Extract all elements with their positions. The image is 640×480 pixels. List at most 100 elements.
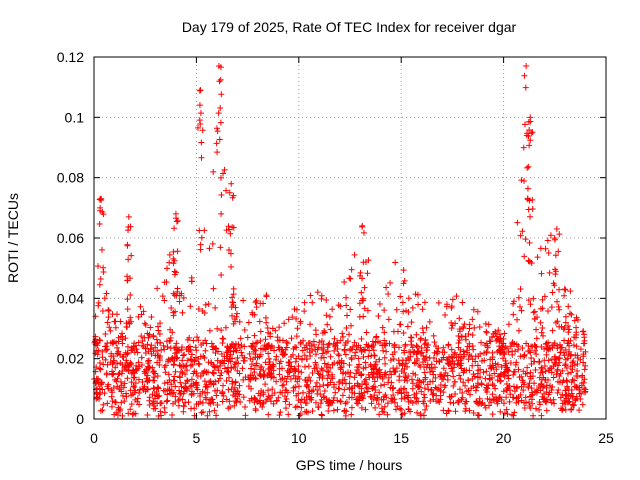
data-point <box>193 347 200 354</box>
data-point <box>331 360 338 367</box>
data-point <box>558 405 565 412</box>
data-point <box>401 377 408 384</box>
data-point <box>497 335 504 342</box>
data-point <box>100 361 107 368</box>
data-point <box>460 379 467 386</box>
data-point <box>448 303 455 310</box>
data-point <box>325 400 332 407</box>
data-point <box>381 354 388 361</box>
data-point <box>361 389 368 396</box>
data-point <box>536 401 543 408</box>
data-point <box>169 412 176 419</box>
data-point <box>472 387 479 394</box>
data-point <box>242 374 249 381</box>
data-point <box>172 269 179 276</box>
data-point <box>229 312 236 319</box>
data-point <box>486 402 493 409</box>
data-point <box>396 360 403 367</box>
data-point <box>226 189 233 196</box>
data-point <box>217 244 224 251</box>
data-point <box>520 144 527 151</box>
data-point <box>172 210 179 217</box>
data-point <box>391 342 398 349</box>
data-point <box>379 324 386 331</box>
data-point <box>298 396 305 403</box>
data-point <box>276 412 283 419</box>
data-point <box>392 259 399 266</box>
data-point <box>447 399 454 406</box>
data-point <box>98 246 105 253</box>
data-point <box>516 303 523 310</box>
data-point <box>252 405 259 412</box>
data-point <box>521 405 528 412</box>
data-point <box>219 398 226 405</box>
data-point <box>124 273 131 280</box>
data-point <box>437 396 444 403</box>
data-point <box>120 354 127 361</box>
data-point <box>426 354 433 361</box>
data-point <box>515 294 522 301</box>
data-point <box>359 295 366 302</box>
data-point <box>95 380 102 387</box>
data-point <box>100 268 107 275</box>
data-point <box>329 306 336 313</box>
data-point <box>539 296 546 303</box>
data-point <box>483 348 490 355</box>
data-point <box>95 299 102 306</box>
data-point <box>128 252 135 259</box>
data-point <box>545 249 552 256</box>
data-point <box>221 166 228 173</box>
data-point <box>524 364 531 371</box>
data-point <box>422 406 429 413</box>
data-point <box>385 316 392 323</box>
data-point <box>367 393 374 400</box>
data-point <box>528 130 535 137</box>
data-point <box>387 357 394 364</box>
data-point <box>232 364 239 371</box>
data-point <box>429 391 436 398</box>
data-point <box>259 400 266 407</box>
data-point <box>215 110 222 117</box>
data-point <box>164 344 171 351</box>
data-point <box>561 397 568 404</box>
data-point <box>296 383 303 390</box>
data-point <box>514 316 521 323</box>
data-point <box>128 347 135 354</box>
data-point <box>526 197 533 204</box>
data-point <box>134 349 141 356</box>
data-point <box>257 363 264 370</box>
data-point <box>544 345 551 352</box>
data-point <box>378 396 385 403</box>
data-point <box>498 370 505 377</box>
data-point <box>548 304 555 311</box>
data-point <box>277 409 284 416</box>
data-point <box>269 386 276 393</box>
data-point <box>201 354 208 361</box>
data-point <box>314 390 321 397</box>
data-point <box>256 318 263 325</box>
data-point <box>169 356 176 363</box>
data-point <box>581 385 588 392</box>
data-point <box>357 372 364 379</box>
data-point <box>496 337 503 344</box>
data-point <box>515 366 522 373</box>
data-point <box>105 381 112 388</box>
data-point <box>552 236 559 243</box>
data-point <box>459 389 466 396</box>
data-point <box>549 344 556 351</box>
data-point <box>359 381 366 388</box>
data-point <box>566 342 573 349</box>
data-point <box>418 388 425 395</box>
data-point <box>187 356 194 363</box>
data-point <box>346 361 353 368</box>
data-point <box>121 380 128 387</box>
data-point <box>524 164 531 171</box>
data-point <box>161 404 168 411</box>
data-point <box>231 384 238 391</box>
data-point <box>103 370 110 377</box>
data-point <box>397 293 404 300</box>
data-point <box>179 357 186 364</box>
data-point <box>319 350 326 357</box>
data-point <box>450 373 457 380</box>
data-point <box>103 347 110 354</box>
